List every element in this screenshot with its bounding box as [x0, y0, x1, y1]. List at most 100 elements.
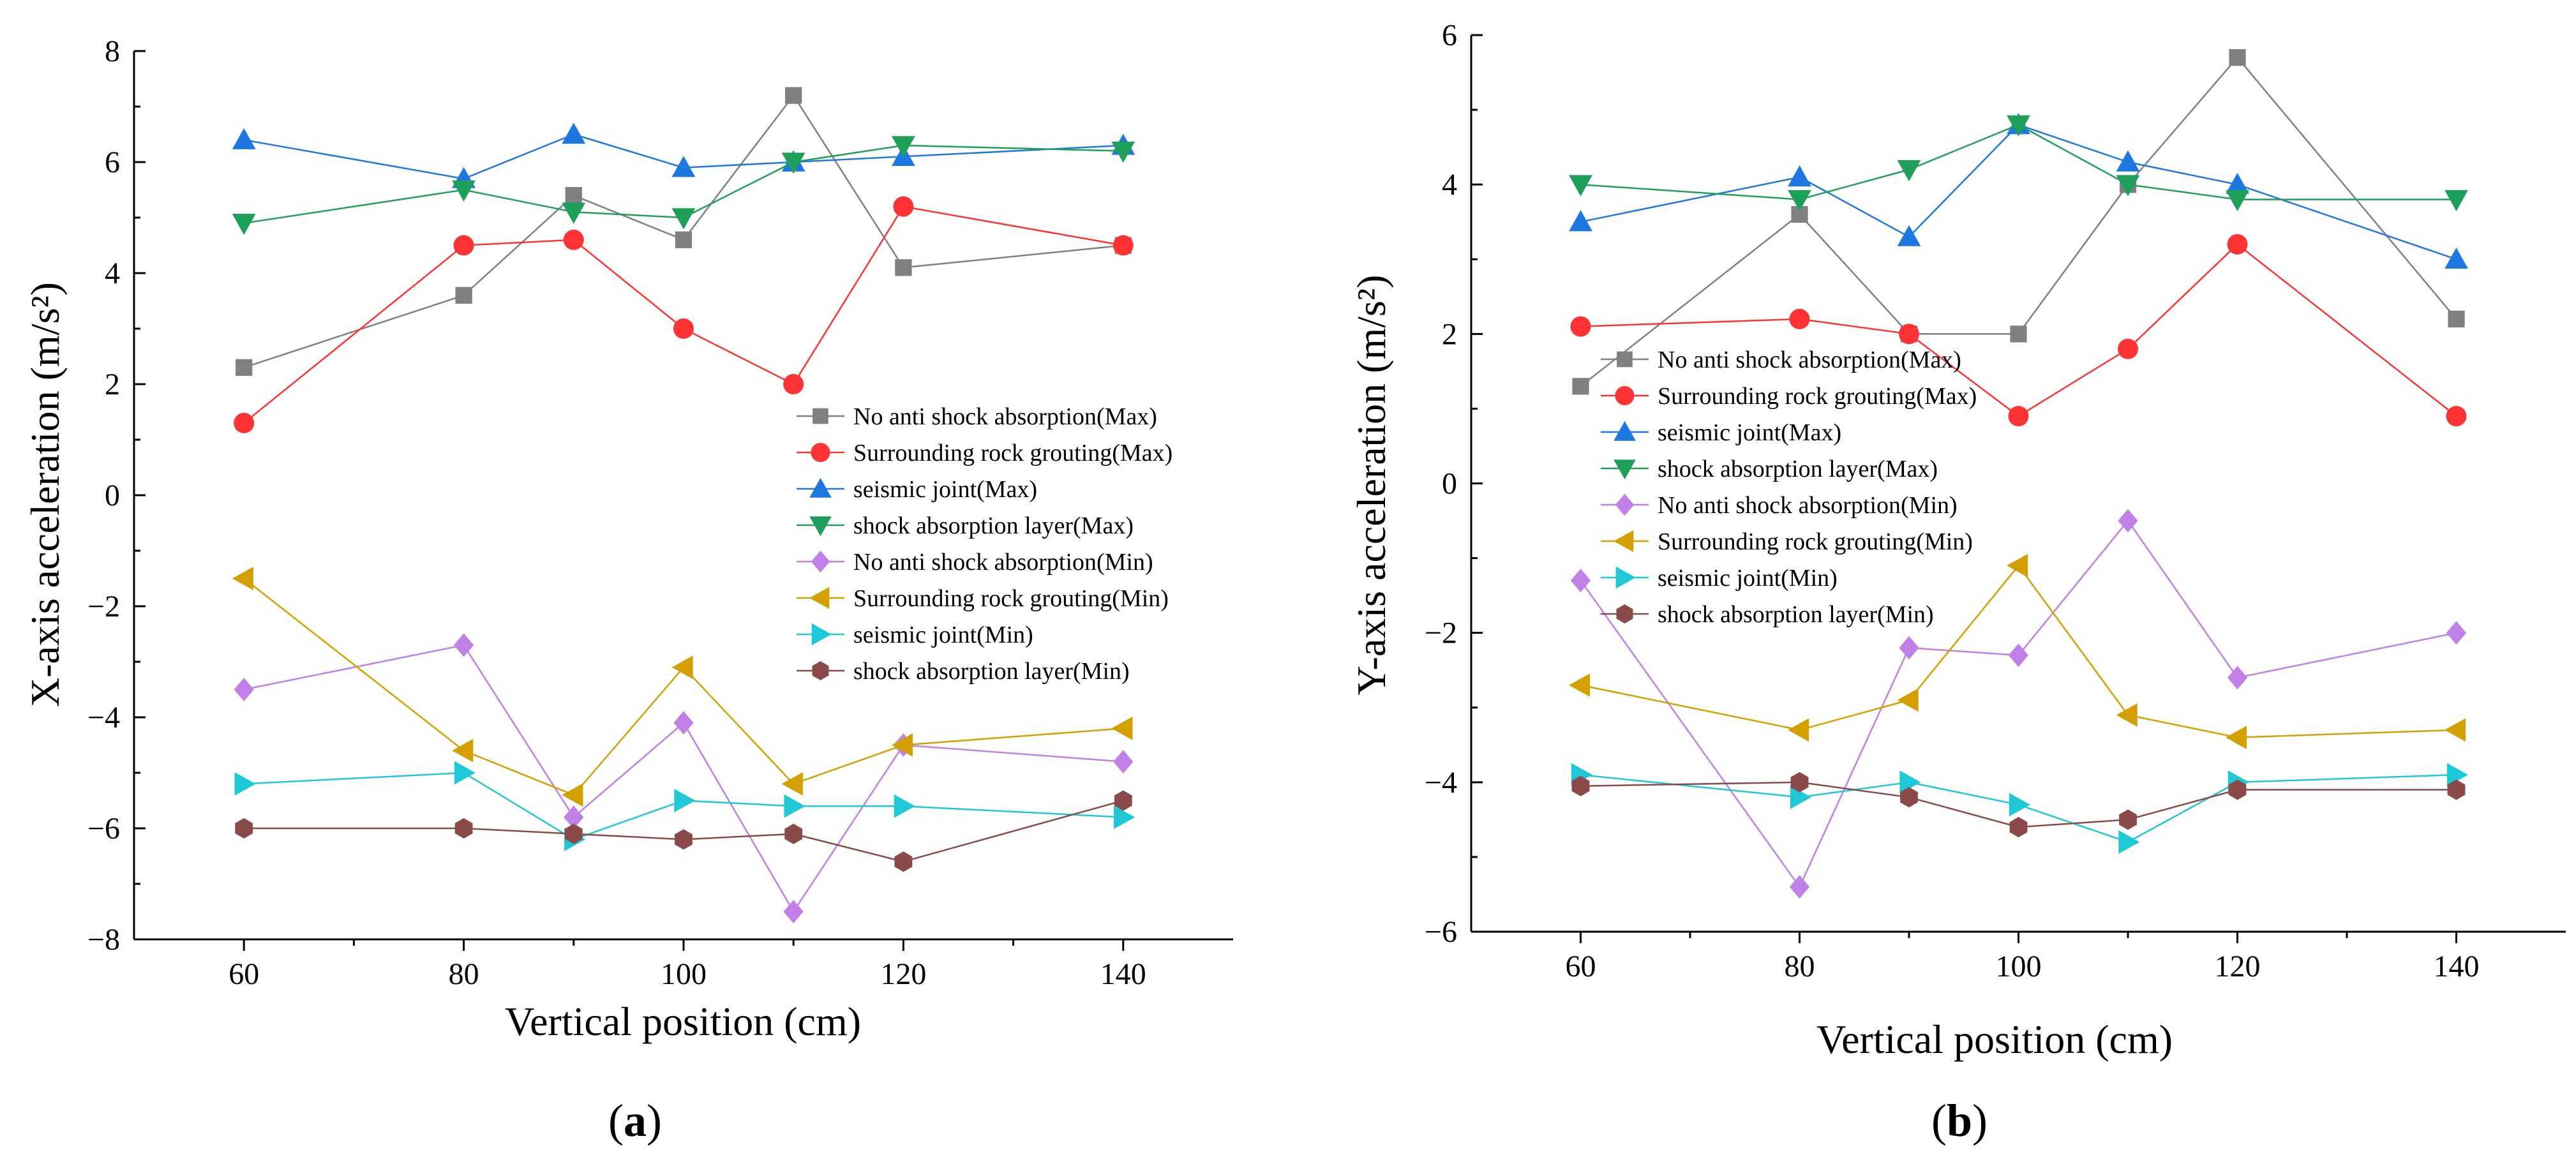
- data-point: [1114, 805, 1135, 829]
- data-point: [564, 823, 583, 844]
- legend-marker: [812, 408, 828, 424]
- panel-letter-b: b: [1947, 1095, 1972, 1146]
- data-point: [2445, 190, 2468, 211]
- data-point: [785, 87, 802, 104]
- data-point: [1572, 378, 1589, 395]
- data-point: [2226, 726, 2247, 749]
- data-point: [1113, 750, 1134, 773]
- y-tick-label-b: −4: [1425, 766, 1457, 800]
- legend-marker: [811, 443, 830, 462]
- data-point: [2009, 793, 2030, 817]
- legend-label: shock absorption layer(Min): [1658, 601, 1934, 628]
- data-point: [781, 153, 805, 174]
- legend-item: Surrounding rock grouting(Max): [1601, 383, 1977, 410]
- series-line: [243, 644, 1123, 913]
- data-point: [2116, 703, 2138, 727]
- legend-item: No anti shock absorption(Min): [797, 549, 1153, 576]
- data-point: [1899, 770, 1921, 795]
- data-point: [783, 374, 804, 394]
- data-point: [562, 123, 586, 144]
- legend-label: No anti shock absorption(Min): [853, 549, 1153, 576]
- y-tick-label-b: 6: [1442, 19, 1457, 52]
- x-tick-label-a: 60: [228, 957, 259, 991]
- legend-marker: [811, 550, 830, 573]
- data-point: [1899, 636, 1919, 660]
- legend-label: No anti shock absorption(Max): [853, 403, 1157, 430]
- data-point: [2446, 406, 2467, 427]
- data-point: [2227, 234, 2248, 255]
- data-point: [893, 196, 914, 217]
- plot-area-a: [232, 87, 1135, 923]
- data-point: [2446, 763, 2468, 787]
- x-tick-label-a: 120: [880, 957, 926, 991]
- data-point: [1897, 160, 1921, 182]
- legend-label: seismic joint(Min): [1658, 565, 1838, 592]
- y-tick-label-b: 0: [1442, 467, 1457, 501]
- data-point: [1900, 787, 1918, 808]
- data-point: [232, 128, 256, 149]
- data-point: [2008, 643, 2029, 668]
- data-point: [784, 794, 805, 818]
- legend-marker: [811, 623, 832, 646]
- data-point: [1897, 225, 1921, 246]
- legend-marker: [1614, 421, 1636, 441]
- data-point: [1569, 673, 1591, 697]
- data-point: [235, 818, 253, 839]
- legend-marker: [1614, 459, 1636, 480]
- data-point: [1789, 308, 1810, 329]
- data-point: [2119, 809, 2137, 830]
- chart-panel-b: 60 80 100 120 140 −6 −4 −2 0 2 4 6 Vertical positio…: [1349, 19, 2566, 1146]
- y-tick-label-a: 0: [105, 479, 120, 512]
- data-point: [671, 208, 696, 230]
- data-point: [2228, 779, 2247, 800]
- data-point: [673, 318, 694, 339]
- legend-label: No anti shock absorption(Min): [1658, 492, 1958, 519]
- data-point: [1789, 875, 1810, 899]
- legend-item: seismic joint(Max): [1601, 419, 1841, 446]
- data-point: [2116, 175, 2140, 197]
- data-point: [1114, 790, 1132, 811]
- data-point: [781, 772, 803, 796]
- x-tick-label-a: 100: [661, 957, 707, 991]
- x-tick-label-b: 80: [1785, 950, 1815, 983]
- y-tick-label-a: −2: [87, 590, 120, 623]
- series-seismic-joint-min-b: [1571, 763, 2468, 854]
- legend-marker: [1616, 604, 1633, 623]
- data-point: [892, 733, 913, 757]
- x-tick-label-a: 140: [1100, 957, 1146, 991]
- data-point: [562, 783, 583, 807]
- data-point: [2448, 310, 2465, 328]
- data-point: [892, 136, 915, 158]
- legend-label: Surrounding rock grouting(Min): [853, 585, 1169, 612]
- data-point: [452, 738, 474, 763]
- x-tick-label-b: 60: [1566, 950, 1596, 983]
- series-surrounding-rock-grouting-min-a: [232, 567, 1133, 807]
- y-tick-label-a: 6: [105, 146, 120, 179]
- series-surrounding-rock-grouting-max-b: [1570, 234, 2467, 427]
- data-point: [1788, 165, 1811, 187]
- legend-label: Surrounding rock grouting(Max): [1658, 383, 1977, 410]
- x-tick-label-a: 80: [449, 957, 479, 991]
- legend-marker: [1615, 386, 1635, 405]
- data-point: [2007, 553, 2028, 578]
- series-line: [1580, 124, 2457, 260]
- legend-label: seismic joint(Max): [1658, 419, 1841, 446]
- series-shock-absorption-layer-min-a: [235, 790, 1132, 872]
- legend-label: shock absorption layer(Max): [1658, 456, 1938, 482]
- y-tick-label-b: −2: [1425, 616, 1457, 650]
- legend-marker: [809, 477, 832, 498]
- y-tick-label-a: −6: [87, 812, 120, 846]
- data-point: [1790, 785, 1811, 809]
- legend-item: shock absorption layer(Max): [797, 512, 1134, 539]
- data-point: [454, 633, 474, 657]
- data-point: [784, 823, 803, 844]
- data-point: [452, 180, 476, 202]
- data-point: [563, 229, 584, 250]
- data-point: [2116, 150, 2140, 172]
- data-point: [671, 156, 696, 177]
- x-tick-label-b: 140: [2434, 950, 2480, 983]
- panel-label-b: (b): [1931, 1095, 1988, 1146]
- x-axis-title-a: Vertical position (cm): [505, 999, 861, 1044]
- legend-item: seismic joint(Min): [1601, 565, 1838, 592]
- legend-marker: [1615, 493, 1635, 516]
